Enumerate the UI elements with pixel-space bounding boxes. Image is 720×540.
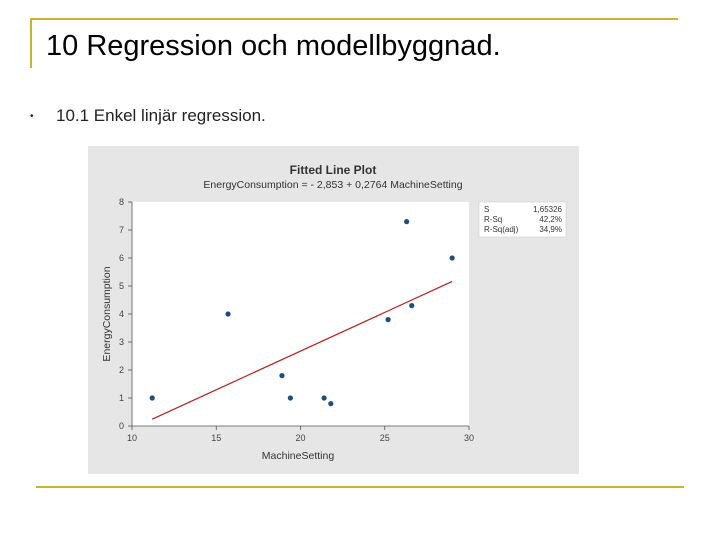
- stat-value: 34,9%: [539, 225, 562, 234]
- x-tick-label: 25: [380, 433, 390, 443]
- y-tick-label: 1: [119, 393, 124, 403]
- accent-rule-vertical: [30, 18, 32, 68]
- bullet-marker: •: [30, 111, 34, 122]
- accent-rule-top: [30, 18, 678, 20]
- fit-line-group: [151, 280, 453, 420]
- data-point: [409, 303, 415, 309]
- data-point: [385, 317, 391, 323]
- y-tick-label: 4: [119, 309, 124, 319]
- data-point: [287, 395, 293, 401]
- y-tick-label: 6: [119, 253, 124, 263]
- plot-area: [132, 202, 469, 426]
- stat-label: S: [484, 205, 489, 214]
- data-point: [225, 311, 231, 317]
- data-point: [279, 373, 285, 379]
- slide-subtitle: 10.1 Enkel linjär regression.: [56, 106, 266, 125]
- stats-group: S 1,65326 R-Sq 42,2% R-Sq(adj) 34,9%: [484, 205, 563, 234]
- x-tick-label: 20: [295, 433, 305, 443]
- y-tick-label: 7: [119, 225, 124, 235]
- slide-title: 10 Regression och modellbyggnad.: [46, 30, 501, 62]
- data-point: [449, 255, 455, 261]
- x-tick-label: 30: [464, 433, 474, 443]
- points-group: [149, 219, 455, 407]
- stat-value: 1,65326: [533, 205, 562, 214]
- y-tick-label: 8: [119, 197, 124, 207]
- axes: 10 15 20 25 30 0 1 2 3 4 5 6 7 8: [119, 197, 474, 443]
- fitted-regression-line: [151, 280, 453, 420]
- stat-label: R-Sq: [484, 215, 502, 224]
- x-tick-label: 15: [211, 433, 221, 443]
- fitted-line-plot: Fitted Line Plot EnergyConsumption = - 2…: [88, 146, 579, 474]
- y-tick-label: 2: [119, 365, 124, 375]
- data-point: [321, 395, 327, 401]
- data-point: [328, 401, 334, 407]
- stat-value: 42,2%: [539, 215, 562, 224]
- x-axis-label: MachineSetting: [262, 450, 335, 462]
- y-tick-label: 0: [119, 421, 124, 431]
- stats-box: [478, 201, 567, 238]
- data-point: [404, 219, 410, 225]
- y-tick-label: 5: [119, 281, 124, 291]
- chart-title: Fitted Line Plot: [290, 163, 377, 177]
- x-tick-label: 10: [127, 433, 137, 443]
- y-axis-label: EnergyConsumption: [101, 266, 113, 361]
- data-point: [149, 395, 155, 401]
- stat-label: R-Sq(adj): [484, 225, 519, 234]
- y-tick-label: 3: [119, 337, 124, 347]
- accent-rule-bottom: [36, 486, 684, 488]
- chart-equation: EnergyConsumption = - 2,853 + 0,2764 Mac…: [203, 179, 462, 191]
